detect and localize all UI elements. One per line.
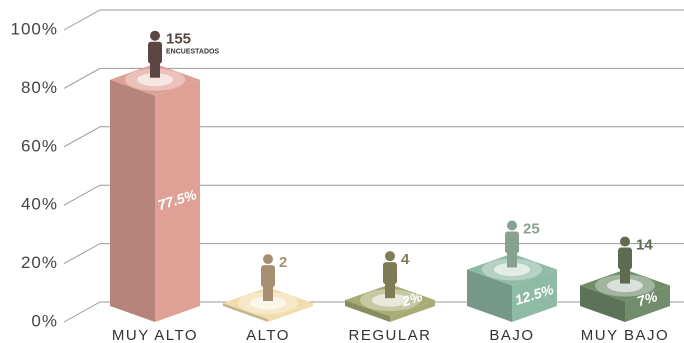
count-label: 14 (636, 237, 653, 254)
y-tick-label: 60% (21, 136, 58, 155)
bar-left-shade (580, 285, 625, 322)
person-legs (263, 285, 273, 302)
bar (110, 63, 200, 322)
person-head (263, 254, 273, 265)
bar-right-face (390, 300, 435, 322)
top-ring (250, 296, 286, 310)
person-body (505, 231, 519, 254)
person-head (385, 251, 395, 262)
bar (467, 253, 557, 322)
person-legs (150, 61, 160, 78)
bar-right-face (268, 303, 313, 322)
count-label: 25 (523, 220, 540, 237)
y-tick-label: 0% (31, 311, 58, 330)
count-unit: ENCUESTADOS (166, 49, 219, 56)
top-ring (607, 279, 643, 293)
person-legs (507, 251, 517, 268)
grid-line (63, 67, 684, 89)
bar-right-face (625, 285, 670, 322)
count-label: 2 (279, 254, 287, 271)
bar (580, 269, 670, 322)
person-legs (385, 282, 395, 299)
bar (223, 287, 313, 322)
bar-left-face (223, 303, 268, 322)
value-label: 2% (399, 288, 425, 310)
x-tick-label: MUY BAJO (581, 327, 669, 343)
bar-left-face (467, 269, 512, 322)
bar-left-shade (345, 300, 390, 322)
person-head (620, 236, 630, 247)
y-tick-label: 80% (21, 78, 58, 97)
grid-line (63, 126, 684, 148)
x-tick-label: REGULAR (348, 327, 431, 343)
bar-left-face (345, 300, 390, 322)
person-body (148, 41, 162, 64)
bar-right-face (155, 79, 200, 322)
bar-right-face (512, 269, 557, 322)
person-head (507, 220, 517, 231)
grid-line (63, 184, 684, 206)
grid-line (63, 9, 684, 31)
grid-line (63, 243, 684, 265)
top-ring (137, 73, 173, 87)
bar-left-shade (110, 79, 155, 322)
person-head (150, 30, 160, 41)
person-legs (620, 267, 630, 284)
person-body (618, 247, 632, 270)
y-tick-label: 40% (21, 195, 58, 214)
count-label: 155 (166, 31, 191, 48)
bar-left-face (580, 285, 625, 322)
person-body (261, 265, 275, 288)
bar-left-face (110, 79, 155, 322)
bar-left-shade (467, 269, 512, 322)
y-tick-label: 20% (21, 253, 58, 272)
x-tick-label: MUY ALTO (112, 327, 198, 343)
bar-left-shade (223, 303, 268, 322)
value-label: 7% (635, 288, 660, 309)
y-tick-label: 100% (11, 19, 58, 38)
bar (345, 284, 435, 322)
top-ring (372, 293, 408, 307)
count-label: 4 (401, 251, 410, 268)
x-tick-label: ALTO (246, 327, 290, 343)
top-ring (494, 263, 530, 276)
person-body (383, 262, 397, 285)
x-tick-label: BAJO (489, 327, 534, 343)
